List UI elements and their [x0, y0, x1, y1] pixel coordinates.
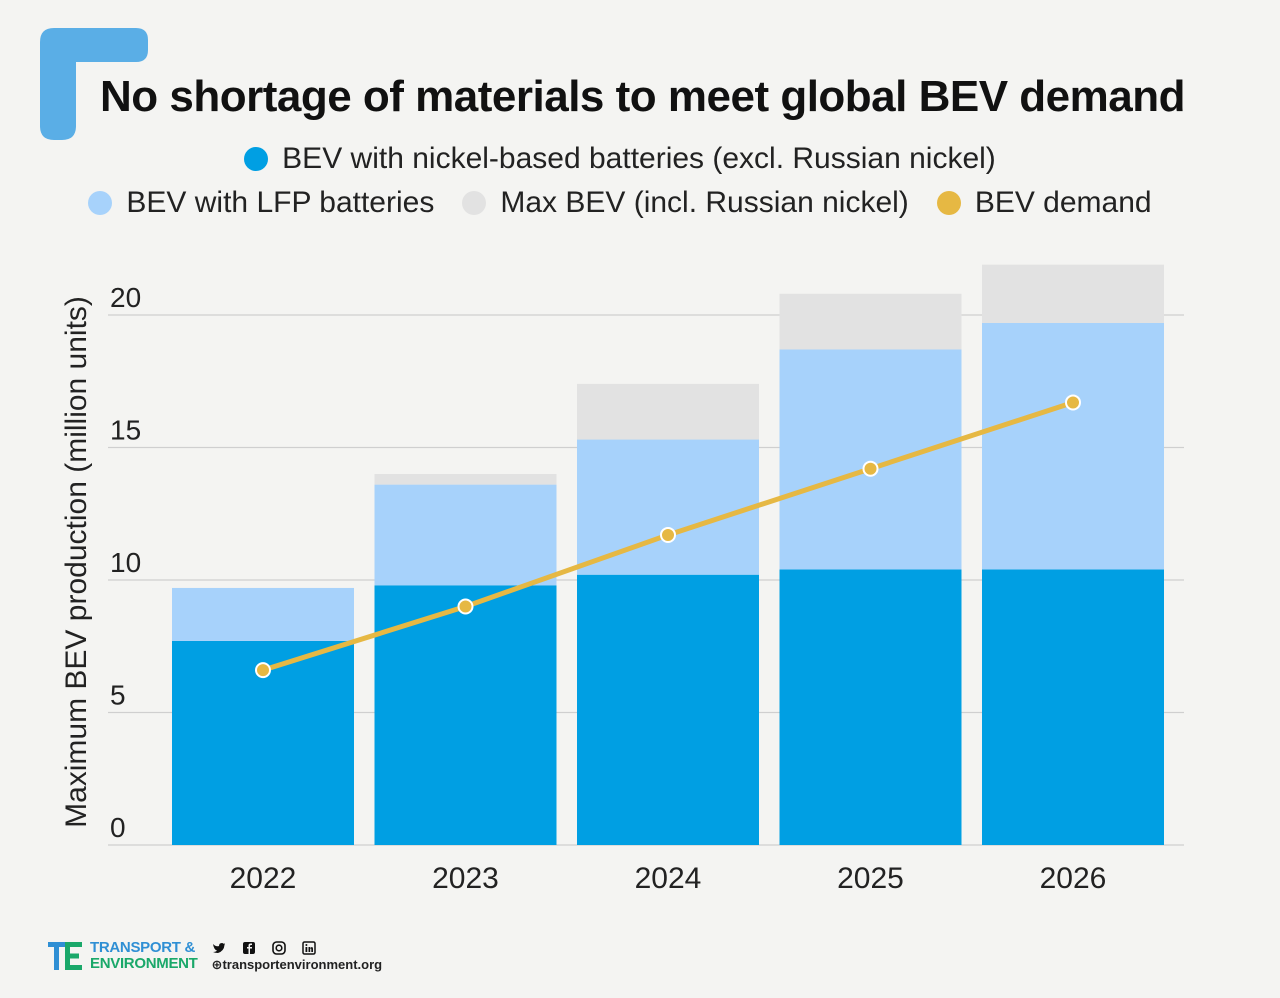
bar-segment-max — [779, 293, 962, 350]
legend-item-demand: BEV demand — [936, 186, 1152, 220]
legend-item-nickel: BEV with nickel-based batteries (excl. R… — [244, 142, 996, 176]
demand-point — [255, 662, 271, 679]
footer: TRANSPORT & ENVIRONMENT ⊕transpo — [48, 936, 382, 976]
x-tick-label: 2022 — [230, 862, 297, 895]
legend-swatch-lfp — [88, 191, 113, 215]
y-tick-label: 10 — [110, 547, 141, 578]
bar-segment-lfp — [374, 484, 557, 586]
legend-swatch-nickel — [244, 147, 269, 171]
demand-point — [862, 460, 879, 477]
bar-segment-nickel — [779, 569, 962, 845]
bar-segment-nickel — [374, 585, 557, 845]
website-link[interactable]: ⊕transportenvironment.org — [212, 957, 383, 973]
social-icons — [212, 939, 383, 957]
y-axis-label: Maximum BEV production (million units) — [60, 296, 93, 828]
y-tick-label: 0 — [110, 812, 126, 843]
x-tick-label: 2026 — [1040, 862, 1107, 895]
bar-segment-lfp — [982, 322, 1164, 570]
website-text: transportenvironment.org — [222, 957, 383, 972]
brand-name: TRANSPORT & ENVIRONMENT — [90, 940, 198, 972]
facebook-icon[interactable] — [242, 941, 256, 955]
demand-point — [660, 526, 676, 543]
legend-label-nickel: BEV with nickel-based batteries (excl. R… — [282, 142, 996, 175]
chart-title: No shortage of materials to meet global … — [100, 72, 1186, 121]
y-tick-label: 20 — [110, 282, 141, 313]
bar-segment-lfp — [172, 587, 354, 641]
twitter-icon[interactable] — [212, 941, 226, 955]
y-tick-label: 5 — [110, 680, 126, 711]
bar-segment-max — [577, 383, 759, 440]
bar-segment-lfp — [577, 439, 759, 575]
social-block: ⊕transportenvironment.org — [212, 939, 383, 973]
legend-item-lfp: BEV with LFP batteries — [88, 186, 434, 220]
x-tick-label: 2023 — [432, 862, 499, 895]
legend-swatch-max — [462, 191, 487, 215]
legend-label-max: Max BEV (incl. Russian nickel) — [500, 186, 909, 219]
globe-icon: ⊕ — [211, 957, 223, 972]
bar-segment-lfp — [779, 349, 962, 570]
legend-row: BEV with LFP batteries Max BEV (incl. Ru… — [0, 186, 1260, 220]
demand-point — [457, 598, 474, 615]
bar-segment-nickel — [577, 574, 759, 845]
bar-segment-max — [982, 264, 1164, 323]
linkedin-icon[interactable] — [301, 941, 316, 955]
x-tick-label: 2024 — [635, 862, 702, 895]
bar-segment-max — [374, 474, 557, 485]
x-tick-label: 2025 — [837, 862, 904, 895]
y-tick-label: 15 — [110, 415, 141, 446]
te-logo-icon — [48, 942, 82, 970]
legend-swatch-demand — [936, 191, 961, 215]
legend-label-lfp: BEV with LFP batteries — [126, 186, 435, 219]
legend-label-demand: BEV demand — [974, 186, 1152, 219]
legend-row: BEV with nickel-based batteries (excl. R… — [0, 142, 1260, 176]
bar-segment-nickel — [982, 569, 1164, 845]
brand-line-2: ENVIRONMENT — [90, 955, 198, 972]
brand-corner-mark — [40, 28, 148, 140]
chart-plot: 0 5 10 15 20 2022 2023 2024 2025 2026 Maximum BEV … — [60, 264, 1184, 895]
brand-line-1: TRANSPORT & — [90, 939, 196, 956]
instagram-icon[interactable] — [271, 941, 286, 955]
demand-point — [1065, 394, 1081, 411]
legend-item-max: Max BEV (incl. Russian nickel) — [462, 186, 909, 220]
